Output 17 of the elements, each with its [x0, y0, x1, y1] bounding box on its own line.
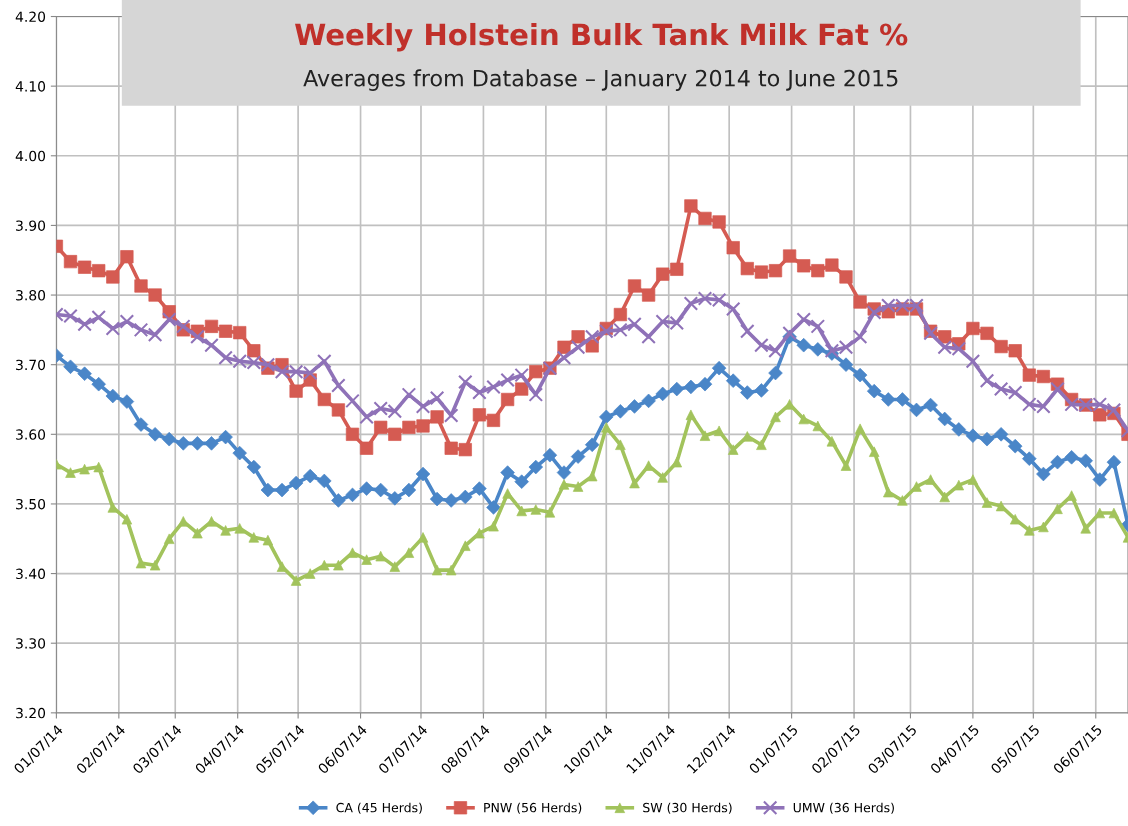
- y-tick-label: 3.30: [16, 638, 46, 649]
- text: Averages from Database – January 2014 to June 2015: [303, 69, 898, 91]
- y-tick-label: 3.60: [16, 429, 46, 440]
- y-tick-label: 4.10: [15, 81, 46, 92]
- y-tick-label: 3.40: [16, 568, 46, 580]
- chart-title: Weekly Holstein Bulk Tank Milk Fat %: [295, 22, 908, 52]
- y-tick-label: 3.90: [16, 220, 46, 231]
- legend-label: PNW (56 Herds): [484, 802, 582, 814]
- y-tick-label: 4.00: [15, 150, 46, 162]
- legend-label: CA (45 Herds): [336, 802, 422, 814]
- legend-label: SW (30 Herds): [643, 802, 732, 814]
- y-tick-label: 3.70: [16, 359, 46, 371]
- y-tick-label: 3.20: [16, 707, 46, 719]
- y-tick-label: 4.20: [15, 11, 46, 22]
- legend-label: UMW (36 Herds): [793, 802, 894, 814]
- y-tick-label: 3.50: [16, 498, 46, 510]
- y-tick-label: 3.80: [16, 290, 46, 301]
